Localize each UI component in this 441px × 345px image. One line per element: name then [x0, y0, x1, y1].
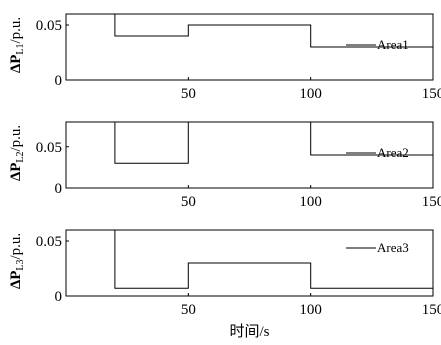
chart-panel-1: 50 100 150 0 0.05 ΔPL1/p.u. Area1	[8, 13, 441, 102]
x-tick-label: 100	[299, 302, 322, 318]
x-tick-label: 150	[422, 194, 441, 210]
x-tick-label: 50	[181, 194, 196, 210]
x-tick-label: 50	[181, 86, 196, 102]
y-axis-label: ΔPL3/p.u.	[8, 233, 26, 289]
series-line-area1	[114, 14, 433, 48]
y-tick-label: 0	[55, 181, 63, 197]
y-tick-label: 0.05	[36, 140, 62, 156]
x-tick-label: 50	[181, 302, 196, 318]
series-line-area3	[114, 230, 433, 289]
x-tick-label: 100	[299, 86, 322, 102]
chart-panel-2: 50 100 150 0 0.05 ΔPL2/p.u. Area2	[8, 121, 441, 210]
x-tick-label: 150	[422, 302, 441, 318]
x-tick-label: 150	[422, 86, 441, 102]
y-tick-label: 0	[55, 73, 63, 89]
y-axis-label-unit: /p.u.	[8, 233, 24, 260]
y-axis-label-unit: /p.u.	[8, 125, 24, 152]
y-axis-label-sub: L3	[15, 259, 26, 270]
y-tick-label: 0.05	[36, 18, 62, 34]
y-axis-label-main: ΔP	[8, 163, 24, 182]
y-axis-label-sub: L2	[15, 151, 26, 162]
y-tick-label: 0	[55, 289, 63, 305]
chart-panel-3: 50 100 150 0 0.05 ΔPL3/p.u. Area3	[8, 229, 441, 318]
x-tick-label: 100	[299, 194, 322, 210]
y-axis-label: ΔPL2/p.u.	[8, 125, 26, 181]
legend-label: Area2	[377, 145, 409, 160]
y-axis-label-main: ΔP	[8, 55, 24, 74]
y-axis-label: ΔPL1/p.u.	[8, 17, 26, 73]
plot-frame	[65, 229, 434, 297]
y-axis-label-sub: L1	[15, 43, 26, 54]
legend-label: Area3	[377, 240, 409, 255]
x-axis-label: 时间/s	[229, 323, 269, 340]
y-axis-label-main: ΔP	[8, 271, 24, 290]
legend-label: Area1	[377, 37, 409, 52]
series-line-area2	[114, 121, 433, 164]
y-tick-label: 0.05	[36, 234, 62, 250]
y-axis-label-unit: /p.u.	[8, 17, 24, 44]
